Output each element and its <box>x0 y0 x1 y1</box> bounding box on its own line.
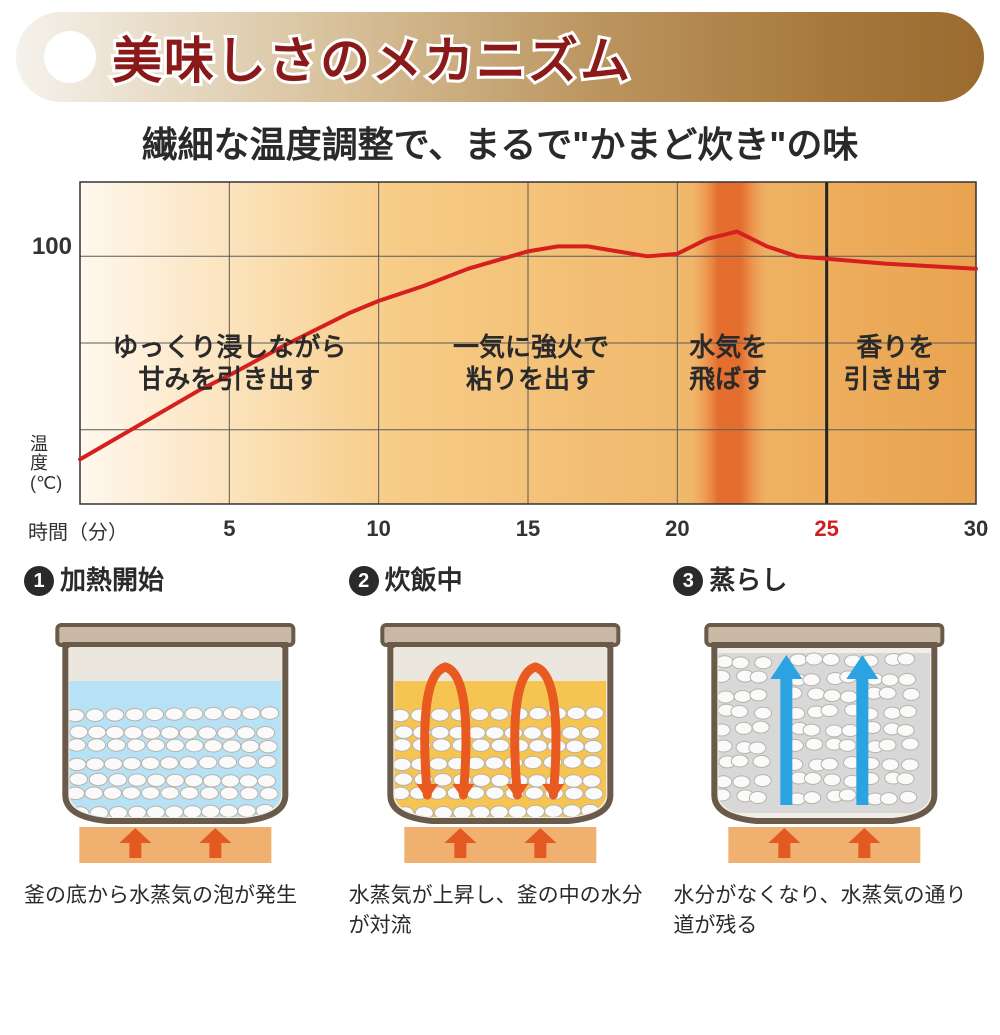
pot-diagram <box>24 605 327 865</box>
panel-title: 2炊飯中 <box>349 560 652 597</box>
temperature-chart: 100 温 度 (℃) ゆっくり浸しながら甘みを引き出す一気に強火で粘りを出す水… <box>20 178 980 542</box>
step-number-icon: 2 <box>349 566 379 596</box>
page-title: 美味しさのメカニズム <box>112 21 632 93</box>
mechanism-panels: 1加熱開始 釜の底から水蒸気の泡が発生 <box>24 560 976 942</box>
panel-caption: 水蒸気が上昇し、釜の中の水分が対流 <box>349 881 652 942</box>
panel-title: 3蒸らし <box>673 560 976 597</box>
panel-3: 3蒸らし 水分がなくな <box>673 560 976 942</box>
pot-diagram <box>673 605 976 865</box>
header: 美味しさのメカニズム <box>16 12 984 102</box>
xtick: 15 <box>516 516 540 542</box>
bullet-circle-icon <box>44 31 96 83</box>
pot-diagram <box>349 605 652 865</box>
panel-caption: 釜の底から水蒸気の泡が発生 <box>24 881 327 911</box>
panel-2: 2炊飯中 <box>349 560 652 942</box>
xtick: 5 <box>223 516 235 542</box>
xtick: 25 <box>814 516 838 542</box>
panel-1: 1加熱開始 釜の底から水蒸気の泡が発生 <box>24 560 327 942</box>
step-number-icon: 1 <box>24 566 54 596</box>
x-axis-label: 時間（分） <box>28 516 128 545</box>
xtick: 20 <box>665 516 689 542</box>
subtitle: 繊細な温度調整で、まるで"かまど炊き"の味 <box>0 116 1000 168</box>
step-number-icon: 3 <box>673 566 703 596</box>
panel-caption: 水分がなくなり、水蒸気の通り道が残る <box>673 881 976 942</box>
panel-title: 1加熱開始 <box>24 560 327 597</box>
chart-svg <box>20 178 980 508</box>
xtick: 30 <box>964 516 988 542</box>
xtick: 10 <box>366 516 390 542</box>
